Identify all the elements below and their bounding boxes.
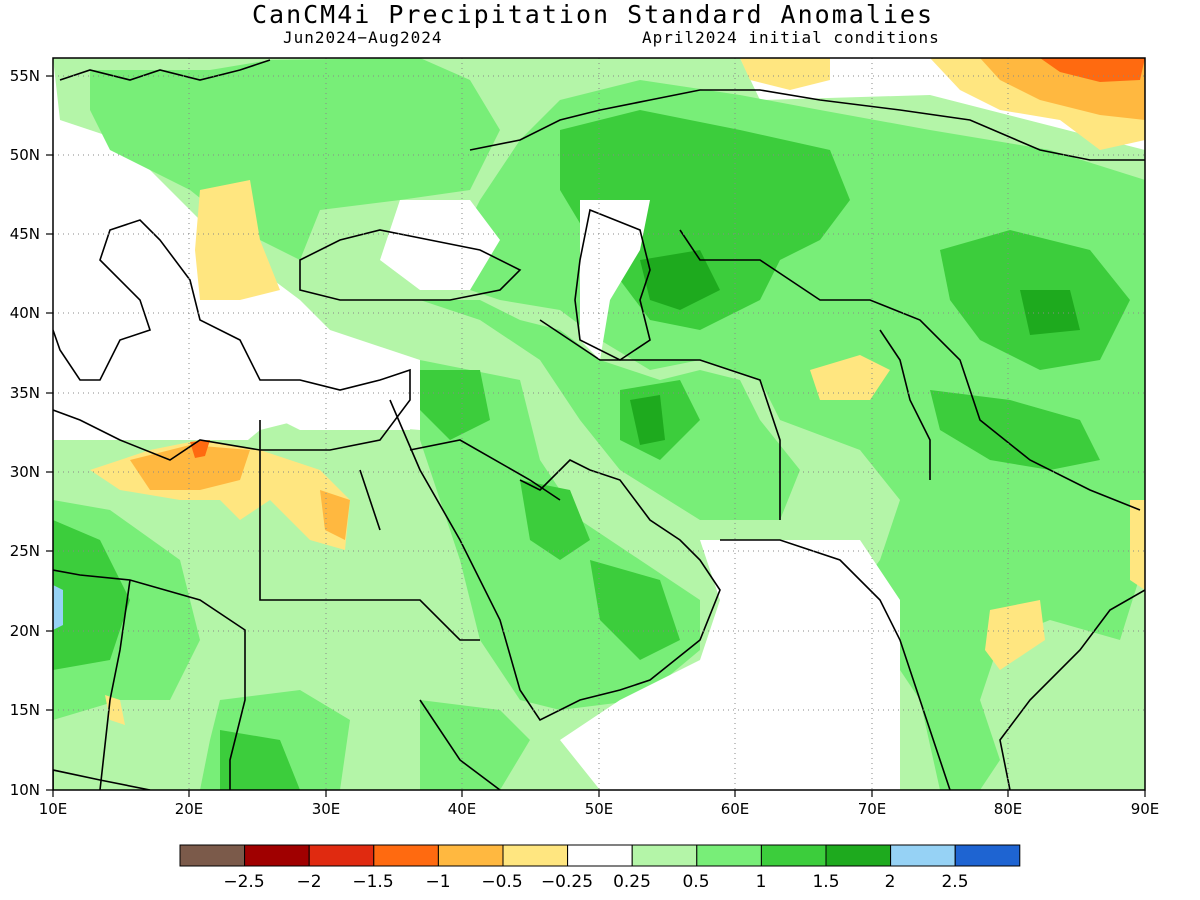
colorbar-label: −1 <box>425 872 450 892</box>
colorbar-label: 0.5 <box>682 872 709 892</box>
y-tick-label: 50N <box>10 146 40 164</box>
anomaly-region <box>260 360 420 430</box>
colorbar-label: −0.25 <box>541 872 593 892</box>
x-tick-label: 30E <box>312 800 341 818</box>
x-tick-label: 10E <box>39 800 68 818</box>
anomaly-region <box>810 355 890 400</box>
x-tick-label: 90E <box>1131 800 1160 818</box>
y-tick-label: 45N <box>10 225 40 243</box>
x-tick-label: 50E <box>585 800 614 818</box>
x-tick-label: 70E <box>858 800 887 818</box>
colorbar-label: −1.5 <box>352 872 393 892</box>
anomaly-region <box>1020 290 1080 335</box>
map-title: CanCM4i Precipitation Standard Anomalies <box>251 0 935 29</box>
anomaly-region <box>330 300 800 520</box>
anomaly-region <box>740 58 830 90</box>
y-tick-label: 25N <box>10 542 40 560</box>
colorbar-label: −0.5 <box>481 872 522 892</box>
graticule <box>53 58 1145 790</box>
y-tick-label: 55N <box>10 67 40 85</box>
colorbar-swatch <box>308 844 375 867</box>
colorbar <box>179 844 1021 867</box>
colorbar-label: 1 <box>756 872 767 892</box>
colorbar-swatch <box>760 844 827 867</box>
anomaly-region <box>560 110 850 330</box>
anomaly-region <box>520 480 590 560</box>
anomaly-region <box>53 585 63 630</box>
anomaly-region <box>90 58 500 260</box>
colorbar-label: 1.5 <box>812 872 839 892</box>
colorbar-label: −2 <box>296 872 321 892</box>
initial-conditions: April2024 initial conditions <box>642 28 940 47</box>
colorbar-swatch <box>373 844 439 867</box>
coastlines <box>53 59 1145 790</box>
anomaly-region <box>1130 500 1145 590</box>
anomaly-region <box>640 250 720 310</box>
colorbar-label: 0.25 <box>613 872 651 892</box>
anomaly-region <box>220 730 300 790</box>
colorbar-swatch <box>502 844 569 867</box>
anomaly-region <box>380 200 500 290</box>
colorbar-swatch <box>631 844 698 867</box>
y-tick-label: 15N <box>10 701 40 719</box>
anomaly-region <box>630 395 665 445</box>
colorbar-swatch <box>567 844 633 867</box>
x-tick-label: 40E <box>448 800 477 818</box>
y-tick-label: 10N <box>10 781 40 799</box>
colorbar-swatch <box>244 844 310 867</box>
anomaly-region <box>420 700 530 790</box>
colorbar-label: 2.5 <box>941 872 968 892</box>
y-axis-labels: 55N 50N 45N 40N 35N 30N 25N 20N 15N 10N <box>10 67 40 799</box>
colorbar-labels: −2.5 −2 −1.5 −1 −0.5 −0.25 0.25 0.5 1 1.… <box>223 872 968 892</box>
anomaly-region <box>930 390 1100 470</box>
anomaly-region <box>195 180 280 300</box>
y-tick-label: 40N <box>10 304 40 322</box>
y-tick-label: 35N <box>10 384 40 402</box>
anomaly-region <box>190 440 210 458</box>
anomaly-region <box>420 370 490 440</box>
anomaly-region <box>53 520 130 670</box>
anomaly-region <box>580 200 650 360</box>
anomaly-region <box>590 560 680 660</box>
colorbar-swatch <box>825 844 892 867</box>
axis-ticks <box>46 75 1146 797</box>
colorbar-swatch <box>696 844 762 867</box>
y-tick-label: 20N <box>10 622 40 640</box>
x-tick-label: 60E <box>721 800 750 818</box>
colorbar-swatch <box>890 844 956 867</box>
anomaly-region <box>320 490 350 540</box>
anomaly-field <box>53 58 1145 790</box>
colorbar-swatch <box>179 844 246 867</box>
anomaly-region <box>560 540 900 790</box>
forecast-period: Jun2024−Aug2024 <box>283 28 443 47</box>
x-tick-label: 20E <box>175 800 204 818</box>
colorbar-label: 2 <box>885 872 896 892</box>
colorbar-swatch <box>437 844 504 867</box>
y-tick-label: 30N <box>10 463 40 481</box>
anomaly-region <box>985 600 1045 670</box>
x-tick-label: 80E <box>994 800 1023 818</box>
x-axis-labels: 10E 20E 30E 40E 50E 60E 70E 80E 90E <box>39 800 1160 818</box>
colorbar-swatch <box>954 844 1021 867</box>
colorbar-label: −2.5 <box>223 872 264 892</box>
